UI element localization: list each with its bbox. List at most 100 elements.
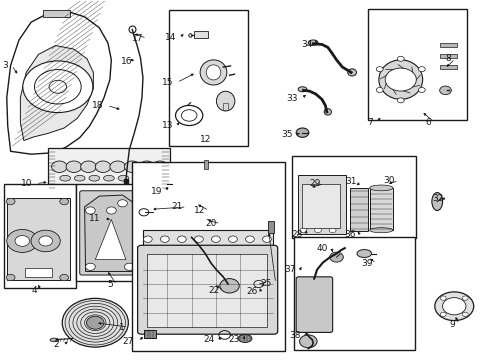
Circle shape bbox=[177, 236, 186, 242]
Bar bbox=[7, 198, 70, 280]
Text: 35: 35 bbox=[281, 130, 292, 139]
Bar bbox=[142, 230, 273, 248]
Circle shape bbox=[110, 161, 125, 172]
Text: 25: 25 bbox=[260, 279, 271, 288]
Polygon shape bbox=[20, 45, 93, 140]
Bar bbox=[43, 10, 70, 17]
Circle shape bbox=[155, 199, 164, 206]
Circle shape bbox=[211, 236, 220, 242]
Bar bbox=[126, 195, 141, 211]
Circle shape bbox=[160, 236, 169, 242]
Bar bbox=[4, 184, 76, 288]
FancyBboxPatch shape bbox=[296, 277, 332, 332]
Ellipse shape bbox=[60, 175, 70, 181]
Text: 23: 23 bbox=[227, 335, 239, 344]
Circle shape bbox=[375, 87, 382, 93]
Circle shape bbox=[296, 128, 308, 137]
Ellipse shape bbox=[431, 193, 442, 211]
Circle shape bbox=[442, 298, 465, 315]
Circle shape bbox=[139, 161, 154, 172]
Circle shape bbox=[95, 161, 111, 172]
Circle shape bbox=[85, 263, 95, 270]
Text: 11: 11 bbox=[88, 214, 100, 223]
Text: 21: 21 bbox=[171, 202, 183, 211]
Ellipse shape bbox=[147, 175, 158, 181]
Circle shape bbox=[439, 86, 450, 95]
FancyBboxPatch shape bbox=[137, 245, 277, 334]
Circle shape bbox=[142, 199, 151, 206]
Polygon shape bbox=[84, 195, 137, 271]
Bar bbox=[297, 175, 346, 234]
Circle shape bbox=[60, 198, 68, 205]
Circle shape bbox=[15, 235, 30, 246]
Bar bbox=[131, 162, 285, 351]
Circle shape bbox=[129, 199, 139, 206]
Circle shape bbox=[152, 161, 167, 172]
Circle shape bbox=[103, 199, 113, 206]
Circle shape bbox=[439, 296, 445, 300]
Circle shape bbox=[461, 296, 467, 300]
Ellipse shape bbox=[206, 65, 220, 80]
FancyBboxPatch shape bbox=[80, 191, 145, 275]
Ellipse shape bbox=[369, 185, 392, 191]
Circle shape bbox=[124, 161, 140, 172]
Circle shape bbox=[194, 236, 203, 242]
Circle shape bbox=[385, 68, 415, 91]
Circle shape bbox=[300, 228, 306, 233]
Circle shape bbox=[245, 236, 254, 242]
Ellipse shape bbox=[118, 175, 128, 181]
Circle shape bbox=[329, 252, 343, 262]
Circle shape bbox=[7, 229, 38, 252]
Text: 26: 26 bbox=[245, 287, 257, 296]
Polygon shape bbox=[95, 220, 126, 260]
Text: 17: 17 bbox=[131, 34, 142, 43]
Bar bbox=[194, 31, 207, 39]
Text: 27: 27 bbox=[122, 337, 134, 346]
Bar bbox=[76, 184, 151, 281]
Circle shape bbox=[66, 161, 81, 172]
Text: 8: 8 bbox=[445, 54, 450, 63]
Circle shape bbox=[118, 200, 127, 207]
Ellipse shape bbox=[378, 60, 422, 99]
Circle shape bbox=[262, 236, 271, 242]
Text: 29: 29 bbox=[308, 179, 320, 188]
Text: 36: 36 bbox=[344, 230, 355, 239]
Ellipse shape bbox=[308, 40, 317, 45]
Text: 14: 14 bbox=[164, 33, 176, 42]
Ellipse shape bbox=[200, 60, 226, 85]
Text: 20: 20 bbox=[205, 219, 217, 228]
Ellipse shape bbox=[89, 175, 100, 181]
Text: 22: 22 bbox=[208, 286, 220, 295]
Text: 31: 31 bbox=[345, 177, 356, 186]
Circle shape bbox=[81, 161, 96, 172]
Ellipse shape bbox=[369, 228, 392, 233]
Text: 24: 24 bbox=[203, 335, 215, 344]
Text: 37: 37 bbox=[284, 265, 296, 274]
Bar bbox=[439, 43, 456, 47]
Text: 7: 7 bbox=[366, 118, 372, 127]
Bar bbox=[203, 160, 207, 169]
Text: 9: 9 bbox=[448, 320, 454, 329]
Ellipse shape bbox=[132, 175, 143, 181]
Circle shape bbox=[60, 274, 68, 281]
Circle shape bbox=[23, 61, 93, 113]
Text: 12: 12 bbox=[199, 135, 210, 144]
Text: 5: 5 bbox=[107, 280, 113, 289]
Text: 28: 28 bbox=[290, 230, 302, 239]
Text: 13: 13 bbox=[161, 121, 173, 130]
Circle shape bbox=[31, 230, 60, 252]
Text: 6: 6 bbox=[424, 118, 430, 127]
Circle shape bbox=[220, 279, 239, 293]
Bar bbox=[146, 253, 267, 327]
Bar bbox=[25, 268, 52, 277]
Circle shape bbox=[143, 236, 152, 242]
Text: 19: 19 bbox=[151, 187, 162, 196]
Circle shape bbox=[434, 292, 473, 320]
Text: 34: 34 bbox=[300, 40, 311, 49]
Circle shape bbox=[116, 199, 126, 206]
Text: 2: 2 bbox=[54, 341, 59, 350]
Ellipse shape bbox=[347, 69, 356, 76]
Text: 1: 1 bbox=[119, 323, 124, 332]
Bar bbox=[292, 156, 415, 238]
Circle shape bbox=[328, 228, 335, 233]
